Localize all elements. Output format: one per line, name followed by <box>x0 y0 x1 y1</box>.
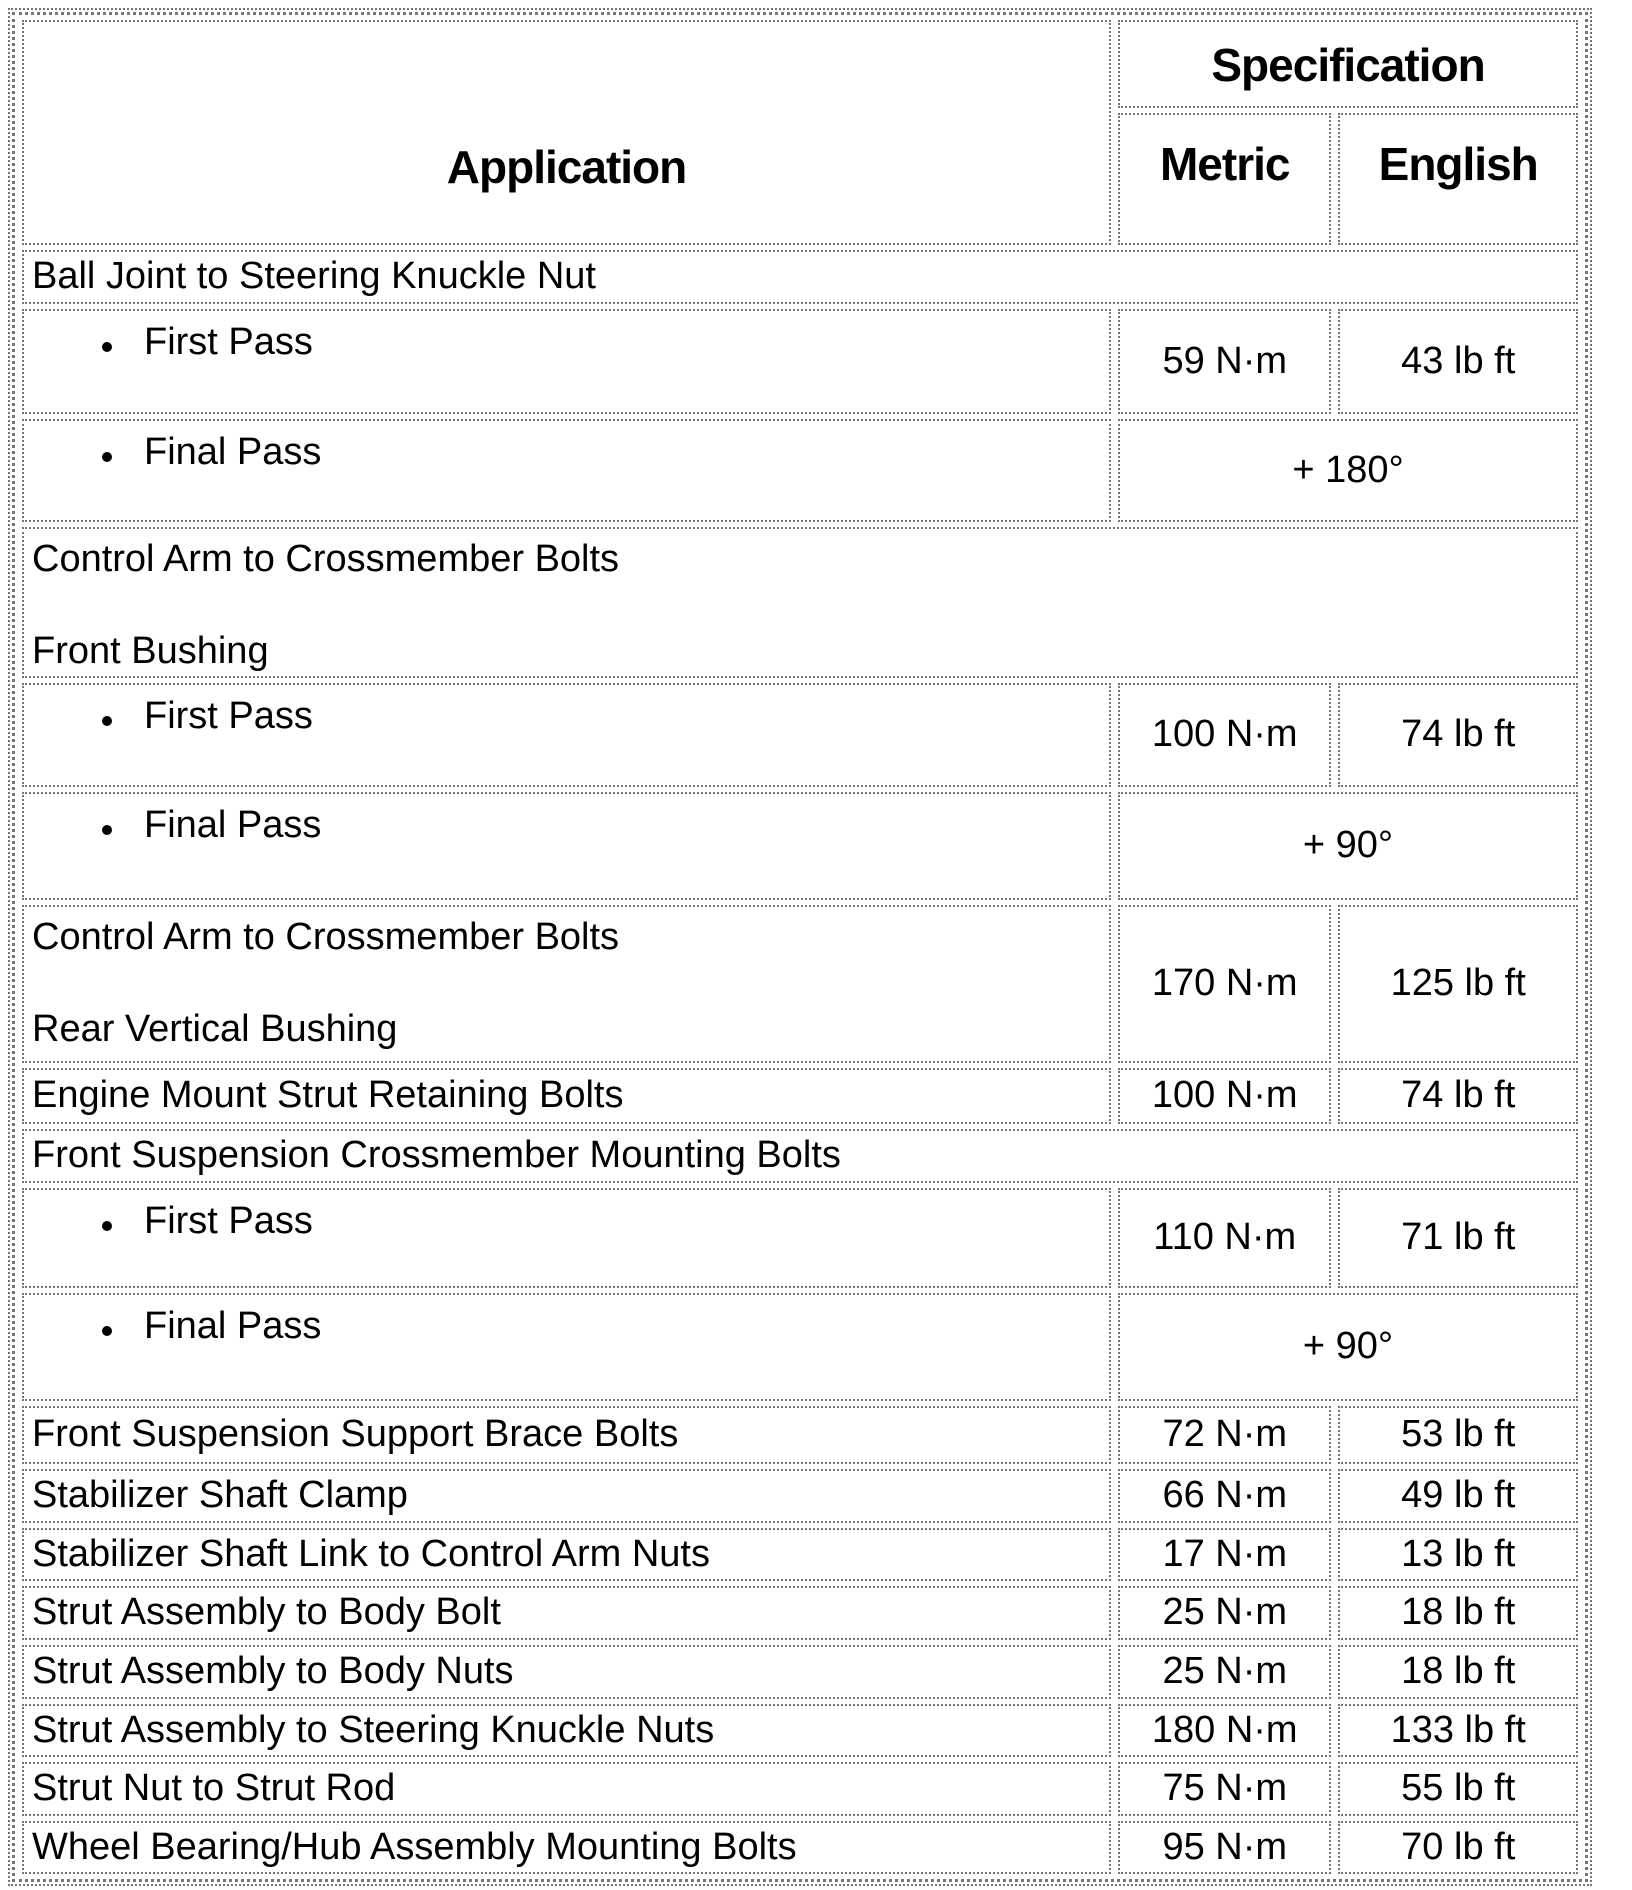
table-row: Final Pass + 180° <box>22 419 1578 522</box>
bullet-icon <box>102 825 112 836</box>
english-value: 18 lb ft <box>1338 1586 1578 1640</box>
combined-spec-value: + 90° <box>1118 1293 1578 1402</box>
metric-value: 100 N·m <box>1118 1068 1332 1125</box>
table-row: Final Pass + 90° <box>22 1293 1578 1402</box>
metric-value: 95 N·m <box>1118 1820 1332 1875</box>
application-cell: Stabilizer Shaft Link to Control Arm Nut… <box>22 1527 1112 1582</box>
application-cell: Strut Assembly to Body Nuts <box>22 1644 1112 1699</box>
bullet-icon <box>102 1221 112 1232</box>
section-row: Control Arm to Crossmember Bolts Front B… <box>22 527 1578 679</box>
column-header-english: English <box>1338 113 1578 245</box>
section-row: Ball Joint to Steering Knuckle Nut <box>22 250 1578 304</box>
english-value: 70 lb ft <box>1338 1820 1578 1875</box>
bullet-icon <box>102 716 112 727</box>
metric-value: 170 N·m <box>1118 905 1332 1064</box>
application-cell: Final Pass <box>22 1293 1112 1402</box>
table-row: Stabilizer Shaft Clamp 66 N·m 49 lb ft <box>22 1469 1578 1523</box>
metric-value: 59 N·m <box>1118 309 1332 414</box>
english-value: 133 lb ft <box>1338 1703 1578 1758</box>
combined-spec-value: + 180° <box>1118 419 1578 522</box>
english-value: 43 lb ft <box>1338 309 1578 414</box>
table-row: Control Arm to Crossmember Bolts Rear Ve… <box>22 905 1578 1064</box>
combined-spec-value: + 90° <box>1118 792 1578 901</box>
table-row: Stabilizer Shaft Link to Control Arm Nut… <box>22 1527 1578 1582</box>
application-cell: Strut Assembly to Steering Knuckle Nuts <box>22 1703 1112 1758</box>
metric-value: 110 N·m <box>1118 1188 1332 1289</box>
application-line2: Front Bushing <box>32 629 269 672</box>
metric-value: 25 N·m <box>1118 1644 1332 1699</box>
table-row: Engine Mount Strut Retaining Bolts 100 N… <box>22 1068 1578 1125</box>
table-row: Wheel Bearing/Hub Assembly Mounting Bolt… <box>22 1820 1578 1875</box>
application-label: Final Pass <box>144 431 322 473</box>
application-cell: Stabilizer Shaft Clamp <box>22 1469 1112 1523</box>
application-cell: First Pass <box>22 1188 1112 1289</box>
application-cell: Strut Assembly to Body Bolt <box>22 1586 1112 1640</box>
application-cell: Control Arm to Crossmember Bolts Rear Ve… <box>22 905 1112 1064</box>
metric-value: 180 N·m <box>1118 1703 1332 1758</box>
metric-value: 66 N·m <box>1118 1469 1332 1523</box>
section-row: Front Suspension Crossmember Mounting Bo… <box>22 1129 1578 1184</box>
column-header-application: Application <box>22 20 1112 245</box>
application-label: First Pass <box>144 695 313 738</box>
bullet-icon <box>102 341 112 352</box>
torque-spec-table: Application Specification Metric English… <box>12 12 1588 1883</box>
application-cell: Front Suspension Support Brace Bolts <box>22 1406 1112 1465</box>
bullet-icon <box>102 1326 112 1337</box>
application-cell: Final Pass <box>22 792 1112 901</box>
metric-value: 75 N·m <box>1118 1762 1332 1816</box>
header-row-2: Metric English <box>22 113 1578 245</box>
bullet-icon <box>102 451 112 462</box>
application-line1: Control Arm to Crossmember Bolts <box>32 916 620 959</box>
table-row: First Pass 110 N·m 71 lb ft <box>22 1188 1578 1289</box>
application-cell: Front Suspension Crossmember Mounting Bo… <box>22 1129 1578 1184</box>
english-value: 53 lb ft <box>1338 1406 1578 1465</box>
application-cell: Final Pass <box>22 419 1112 522</box>
english-value: 49 lb ft <box>1338 1469 1578 1523</box>
application-line2: Rear Vertical Bushing <box>32 1007 398 1050</box>
application-cell: Engine Mount Strut Retaining Bolts <box>22 1068 1112 1125</box>
application-cell: Wheel Bearing/Hub Assembly Mounting Bolt… <box>22 1820 1112 1875</box>
table-row: Strut Assembly to Steering Knuckle Nuts … <box>22 1703 1578 1758</box>
table-row: Front Suspension Support Brace Bolts 72 … <box>22 1406 1578 1465</box>
english-value: 125 lb ft <box>1338 905 1578 1064</box>
table-row: Strut Assembly to Body Bolt 25 N·m 18 lb… <box>22 1586 1578 1640</box>
application-cell: Strut Nut to Strut Rod <box>22 1762 1112 1816</box>
column-header-specification: Specification <box>1118 20 1578 108</box>
application-label: First Pass <box>144 321 313 363</box>
application-label: Final Pass <box>144 1305 322 1348</box>
table-row: Strut Assembly to Body Nuts 25 N·m 18 lb… <box>22 1644 1578 1699</box>
english-value: 74 lb ft <box>1338 683 1578 788</box>
application-cell: First Pass <box>22 309 1112 414</box>
table-outer-frame: Application Specification Metric English… <box>8 8 1592 1887</box>
header-row-1: Application Specification <box>22 20 1578 245</box>
application-line1: Control Arm to Crossmember Bolts <box>32 538 620 580</box>
table-row: First Pass 100 N·m 74 lb ft <box>22 683 1578 788</box>
column-header-metric: Metric <box>1118 113 1332 245</box>
metric-value: 25 N·m <box>1118 1586 1332 1640</box>
application-cell: Ball Joint to Steering Knuckle Nut <box>22 250 1578 304</box>
table-row: Final Pass + 90° <box>22 792 1578 901</box>
application-cell: Control Arm to Crossmember Bolts Front B… <box>22 527 1578 679</box>
table-row: Strut Nut to Strut Rod 75 N·m 55 lb ft <box>22 1762 1578 1816</box>
english-value: 13 lb ft <box>1338 1527 1578 1582</box>
application-cell: First Pass <box>22 683 1112 788</box>
application-label: Final Pass <box>144 804 322 847</box>
table-row: First Pass 59 N·m 43 lb ft <box>22 309 1578 414</box>
application-label: First Pass <box>144 1200 313 1243</box>
metric-value: 72 N·m <box>1118 1406 1332 1465</box>
english-value: 55 lb ft <box>1338 1762 1578 1816</box>
metric-value: 100 N·m <box>1118 683 1332 788</box>
english-value: 74 lb ft <box>1338 1068 1578 1125</box>
english-value: 18 lb ft <box>1338 1644 1578 1699</box>
english-value: 71 lb ft <box>1338 1188 1578 1289</box>
metric-value: 17 N·m <box>1118 1527 1332 1582</box>
